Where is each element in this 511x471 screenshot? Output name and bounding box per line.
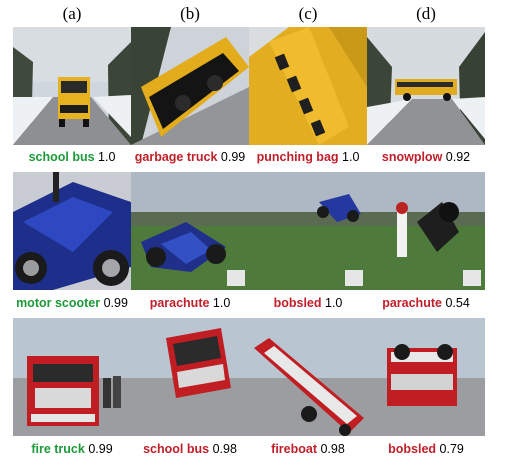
confidence-score: 0.98 bbox=[320, 442, 345, 456]
confidence-score: 0.54 bbox=[445, 296, 470, 310]
image-scooter-d bbox=[367, 172, 485, 290]
predicted-class: motor scooter bbox=[16, 296, 101, 310]
image-scooter-b bbox=[131, 172, 249, 290]
image-firetruck-b bbox=[131, 318, 249, 436]
column-label-b: (b) bbox=[180, 4, 200, 23]
column-label-a: (a) bbox=[62, 4, 82, 23]
confidence-score: 1.0 bbox=[98, 150, 116, 164]
column-label-c: (c) bbox=[298, 4, 318, 23]
confidence-score: 0.99 bbox=[88, 442, 113, 456]
caption-firetruck-b: school bus 0.98 bbox=[126, 442, 254, 456]
confidence-score: 1.0 bbox=[342, 150, 360, 164]
caption-bus-d: snowplow 0.92 bbox=[362, 150, 490, 164]
predicted-class: parachute bbox=[382, 296, 442, 310]
predicted-class: garbage truck bbox=[134, 150, 218, 164]
image-bus-a bbox=[13, 27, 131, 145]
predicted-class: fireboat bbox=[271, 442, 317, 456]
confidence-score: 0.92 bbox=[445, 150, 471, 164]
caption-scooter-d: parachute 0.54 bbox=[362, 296, 490, 310]
confidence-score: 1.0 bbox=[212, 296, 231, 310]
predicted-class: bobsled bbox=[388, 442, 437, 456]
predicted-class: school bus bbox=[28, 150, 95, 164]
image-bus-d bbox=[367, 27, 485, 145]
confidence-score: 0.98 bbox=[212, 442, 237, 456]
caption-scooter-a: motor scooter 0.99 bbox=[8, 296, 136, 310]
predicted-class: fire truck bbox=[31, 442, 85, 456]
predicted-class: parachute bbox=[149, 296, 210, 310]
column-label-d: (d) bbox=[416, 4, 436, 23]
image-scooter-c bbox=[249, 172, 367, 290]
predicted-class: snowplow bbox=[381, 150, 443, 164]
confidence-score: 0.99 bbox=[220, 150, 246, 164]
caption-scooter-c: bobsled 1.0 bbox=[244, 296, 372, 310]
image-firetruck-d bbox=[367, 318, 485, 436]
caption-firetruck-a: fire truck 0.99 bbox=[8, 442, 136, 456]
image-firetruck-c bbox=[249, 318, 367, 436]
caption-firetruck-d: bobsled 0.79 bbox=[362, 442, 490, 456]
predicted-class: bobsled bbox=[273, 296, 322, 310]
caption-bus-b: garbage truck 0.99 bbox=[126, 150, 254, 164]
image-scooter-a bbox=[13, 172, 131, 290]
image-firetruck-a bbox=[13, 318, 131, 436]
predicted-class: school bus bbox=[143, 442, 210, 456]
image-bus-c bbox=[249, 27, 367, 145]
confidence-score: 0.99 bbox=[103, 296, 128, 310]
confidence-score: 0.79 bbox=[439, 442, 464, 456]
caption-bus-c: punching bag 1.0 bbox=[244, 150, 372, 164]
predicted-class: punching bag bbox=[256, 150, 339, 164]
caption-bus-a: school bus 1.0 bbox=[8, 150, 136, 164]
image-bus-b bbox=[131, 27, 249, 145]
confidence-score: 1.0 bbox=[325, 296, 343, 310]
caption-firetruck-c: fireboat 0.98 bbox=[244, 442, 372, 456]
caption-scooter-b: parachute 1.0 bbox=[126, 296, 254, 310]
